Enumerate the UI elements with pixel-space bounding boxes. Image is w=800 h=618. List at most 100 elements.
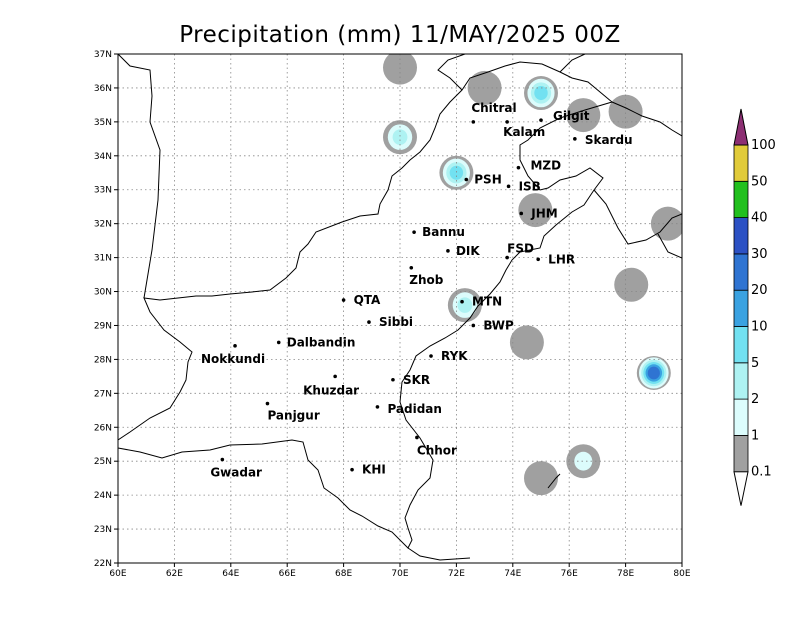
precip-contour bbox=[534, 85, 548, 101]
colorbar-label: 0.1 bbox=[751, 465, 772, 480]
city-marker-zhob: Zhob bbox=[409, 265, 444, 287]
precip-contour bbox=[509, 325, 544, 360]
precipitation-field bbox=[383, 54, 682, 496]
city-dot bbox=[265, 401, 270, 406]
city-markers: Chitral Gilgit Kalam Skardu MZD PSH ISB JHM Bann… bbox=[201, 101, 633, 480]
india-east-border bbox=[593, 189, 682, 245]
precip-contour bbox=[457, 297, 473, 313]
city-dot bbox=[276, 340, 281, 345]
precip-blob bbox=[439, 155, 474, 190]
y-tick-label: 37N bbox=[94, 50, 112, 60]
colorbar-bin bbox=[733, 398, 749, 436]
precip-contour bbox=[574, 451, 593, 471]
precip-contour bbox=[524, 461, 558, 496]
city-label: FSD bbox=[507, 242, 534, 256]
colorbar-bin bbox=[733, 144, 749, 182]
city-label: Chhor bbox=[417, 443, 457, 457]
city-dot bbox=[375, 405, 380, 409]
city-dot bbox=[516, 165, 521, 170]
city-dot bbox=[415, 435, 419, 440]
precip-blob bbox=[614, 267, 649, 302]
colorbar-label: 50 bbox=[751, 174, 768, 189]
y-tick-label: 22N bbox=[94, 559, 112, 569]
city-marker-kalam: Kalam bbox=[503, 120, 545, 139]
city-label: Nokkundi bbox=[201, 352, 265, 366]
afghanistan-iran-border bbox=[118, 54, 161, 299]
city-dot bbox=[506, 184, 511, 189]
colorbar-label: 10 bbox=[751, 320, 768, 335]
city-marker-dik: DIK bbox=[446, 244, 480, 258]
city-dot bbox=[471, 120, 476, 124]
precip-blob bbox=[566, 98, 601, 133]
india-kashmir-border bbox=[611, 101, 682, 137]
kathiawar-coast bbox=[547, 473, 561, 489]
y-tick-label: 32N bbox=[94, 220, 112, 230]
lat-lon-grid bbox=[118, 54, 682, 563]
precip-blob bbox=[636, 355, 671, 390]
city-marker-padidan: Padidan bbox=[375, 402, 442, 416]
city-label: MTN bbox=[472, 295, 502, 309]
city-dot bbox=[412, 230, 416, 234]
colorbar-label: 20 bbox=[751, 283, 768, 298]
city-label: Padidan bbox=[387, 402, 442, 416]
x-tick-label: 64E bbox=[222, 569, 239, 579]
city-dot bbox=[536, 257, 540, 262]
y-tick-label: 24N bbox=[94, 491, 112, 501]
city-dot bbox=[446, 249, 450, 253]
colorbar-bin bbox=[733, 326, 749, 364]
city-marker-ryk: RYK bbox=[429, 349, 468, 363]
city-label: Zhob bbox=[409, 273, 443, 287]
x-tick-label: 74E bbox=[504, 569, 521, 579]
map-title: Precipitation (mm) 11/MAY/2025 00Z bbox=[179, 22, 621, 48]
city-label: Panjgur bbox=[267, 409, 319, 423]
precip-blob bbox=[566, 444, 601, 479]
city-dot bbox=[341, 298, 346, 302]
city-dot bbox=[350, 467, 354, 472]
precip-contour bbox=[467, 70, 502, 105]
x-tick-label: 76E bbox=[561, 569, 578, 579]
city-marker-khuzdar: Khuzdar bbox=[303, 374, 359, 397]
city-dot bbox=[573, 137, 577, 141]
x-tick-label: 68E bbox=[335, 569, 352, 579]
colorbar-bin bbox=[733, 180, 749, 219]
city-marker-skardu: Skardu bbox=[573, 133, 633, 147]
precip-blob bbox=[467, 70, 502, 105]
city-marker-gilgit: Gilgit bbox=[539, 109, 590, 123]
y-tick-label: 27N bbox=[94, 389, 112, 399]
city-label: RYK bbox=[441, 349, 468, 363]
precip-blob bbox=[608, 94, 643, 129]
city-marker-skr: SKR bbox=[391, 373, 430, 387]
city-marker-dalbandin: Dalbandin bbox=[276, 335, 355, 349]
y-tick-label: 34N bbox=[94, 152, 112, 162]
city-dot bbox=[505, 120, 509, 124]
x-tick-label: 80E bbox=[673, 569, 690, 579]
precip-contour bbox=[608, 94, 643, 129]
city-label: Khuzdar bbox=[303, 383, 359, 397]
city-dot bbox=[409, 265, 414, 270]
x-tick-label: 78E bbox=[617, 569, 634, 579]
city-dot bbox=[464, 177, 469, 182]
colorbar-label: 2 bbox=[751, 392, 759, 407]
y-tick-label: 28N bbox=[94, 355, 112, 365]
precip-blob bbox=[509, 325, 544, 360]
map-plot-area: Chitral Gilgit Kalam Skardu MZD PSH ISB JHM Bann… bbox=[94, 50, 691, 579]
city-label: QTA bbox=[354, 293, 381, 307]
colorbar-bin bbox=[733, 253, 749, 291]
colorbar-label: 40 bbox=[751, 211, 768, 226]
colorbar-bin bbox=[733, 217, 749, 255]
city-label: PSH bbox=[474, 173, 501, 187]
y-tick-label: 33N bbox=[94, 186, 112, 196]
y-tick-label: 36N bbox=[94, 84, 112, 94]
city-label: Bannu bbox=[422, 225, 465, 239]
city-label: Skardu bbox=[585, 133, 633, 147]
precip-blob bbox=[524, 461, 558, 496]
precip-contour bbox=[383, 54, 417, 85]
city-label: Sibbi bbox=[379, 315, 413, 329]
city-marker-nokkundi: Nokkundi bbox=[201, 344, 265, 366]
city-marker-panjgur: Panjgur bbox=[265, 401, 320, 423]
city-marker-chhor: Chhor bbox=[415, 435, 457, 457]
colorbar-bin bbox=[733, 289, 749, 327]
colorbar-lower-extend bbox=[733, 471, 749, 506]
x-tick-label: 70E bbox=[391, 569, 408, 579]
colorbar-label: 5 bbox=[751, 356, 759, 371]
